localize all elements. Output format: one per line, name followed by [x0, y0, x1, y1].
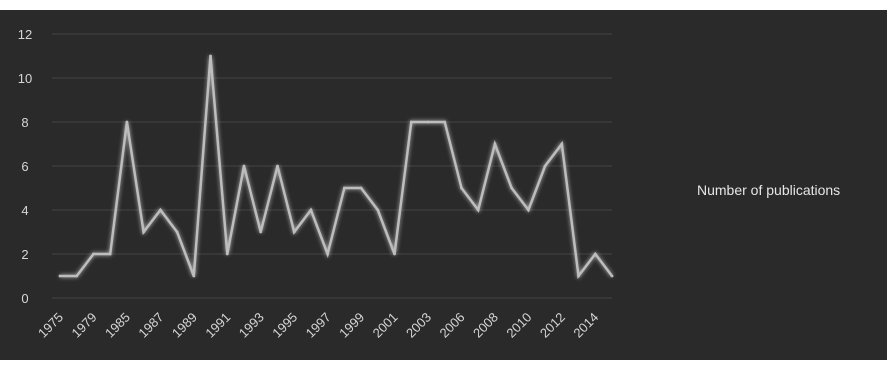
data-point: [342, 186, 346, 190]
data-point: [560, 142, 564, 146]
data-point: [426, 120, 430, 124]
data-point: [443, 120, 447, 124]
y-tick-label-8: 8: [21, 115, 28, 130]
data-point: [493, 142, 497, 146]
x-tick-label-1997: 1997: [303, 310, 334, 341]
y-tick-label-0: 0: [21, 291, 28, 306]
x-tick-label-1991: 1991: [202, 310, 233, 341]
data-point: [242, 164, 246, 168]
data-point: [543, 164, 547, 168]
data-point: [209, 54, 212, 58]
chart-panel: 0 2 4 6 8 10 12 1975 1979 1985 1987 1989 1991 1993 19…: [0, 10, 887, 360]
y-tick-label-12: 12: [18, 27, 32, 42]
y-tick-label-6: 6: [21, 159, 28, 174]
x-tick-label-2008: 2008: [470, 310, 501, 341]
data-point: [92, 252, 95, 256]
legend-label: Number of publications: [697, 182, 840, 198]
y-axis-ticks: 0 2 4 6 8 10 12: [18, 27, 32, 306]
y-tick-label-2: 2: [21, 247, 28, 262]
y-tick-label-4: 4: [21, 203, 28, 218]
x-tick-label-2003: 2003: [403, 310, 434, 341]
data-point: [158, 208, 162, 212]
data-point: [577, 274, 580, 278]
x-tick-label-2006: 2006: [437, 310, 468, 341]
data-point: [292, 230, 296, 234]
data-point: [359, 186, 363, 190]
data-point: [142, 230, 146, 234]
x-axis-ticks: 1975 1979 1985 1987 1989 1991 1993 1995 1997 1999…: [35, 310, 601, 341]
x-tick-label-2001: 2001: [370, 310, 401, 341]
x-tick-label-1993: 1993: [236, 310, 267, 341]
x-tick-label-1987: 1987: [135, 310, 166, 341]
data-point: [460, 186, 463, 190]
data-point: [610, 274, 614, 278]
data-point: [192, 274, 196, 278]
x-tick-label-1989: 1989: [169, 310, 200, 341]
x-tick-label-1985: 1985: [102, 310, 133, 341]
x-tick-label-2012: 2012: [537, 310, 568, 341]
data-point: [409, 120, 413, 124]
data-point: [276, 164, 279, 168]
legend: Number of publications: [652, 182, 840, 198]
data-point: [309, 208, 313, 212]
x-tick-label-1995: 1995: [269, 310, 300, 341]
data-point: [393, 252, 396, 256]
data-point: [58, 274, 62, 278]
series-layer: [58, 54, 614, 280]
gridlines: [52, 33, 612, 299]
x-tick-label-1999: 1999: [336, 310, 367, 341]
data-point: [259, 230, 263, 234]
data-point: [526, 208, 530, 212]
y-tick-label-10: 10: [18, 71, 32, 86]
data-point: [125, 120, 129, 124]
data-point: [510, 186, 514, 190]
data-point: [376, 208, 380, 212]
data-point: [175, 230, 179, 234]
data-point: [326, 252, 330, 256]
data-point: [476, 208, 480, 212]
data-point: [225, 252, 229, 256]
x-tick-label-2010: 2010: [503, 310, 534, 341]
data-point: [593, 252, 597, 256]
data-point: [75, 274, 79, 278]
x-tick-label-1979: 1979: [69, 310, 100, 341]
series-line-0: [60, 55, 613, 280]
x-tick-label-2014: 2014: [570, 310, 601, 341]
x-tick-label-1975: 1975: [35, 310, 66, 341]
data-point: [108, 252, 112, 256]
